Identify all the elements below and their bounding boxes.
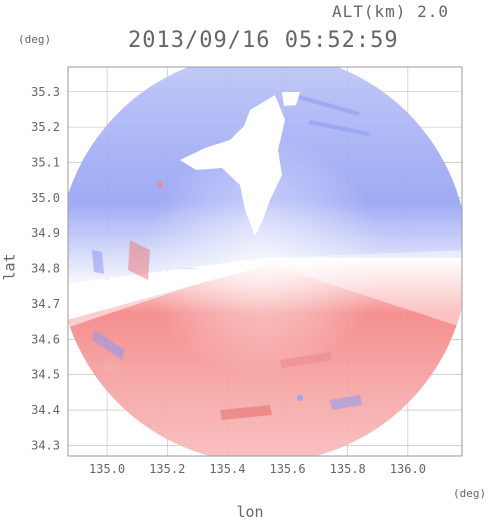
timestamp-title: 2013/09/16 05:52:59 bbox=[128, 28, 399, 53]
x-axis-ticks: 135.0 135.2 135.4 135.6 135.8 136.0 bbox=[89, 462, 426, 476]
y-tick-label: 34.5 bbox=[31, 368, 60, 382]
y-tick-label: 35.1 bbox=[31, 155, 60, 169]
y-tick-label: 35.0 bbox=[31, 191, 60, 205]
y-tick-label: 34.9 bbox=[31, 226, 60, 240]
x-tick-label: 136.0 bbox=[390, 462, 426, 476]
plot-frame bbox=[67, 66, 463, 457]
y-tick-label: 34.8 bbox=[31, 262, 60, 276]
y-axis-ticks: 35.3 35.2 35.1 35.0 34.9 34.8 34.7 34.6 34.5 34.4… bbox=[31, 85, 60, 453]
y-tick-label: 35.3 bbox=[31, 85, 60, 99]
y-axis-unit: (deg) bbox=[18, 33, 52, 46]
y-tick-label: 34.7 bbox=[31, 297, 60, 311]
no-echo-wedge bbox=[68, 260, 263, 320]
doppler-field bbox=[68, 67, 462, 456]
y-tick-label: 34.3 bbox=[31, 438, 60, 452]
x-tick-label: 135.8 bbox=[330, 462, 366, 476]
x-tick-label: 135.0 bbox=[89, 462, 125, 476]
y-tick-label: 34.4 bbox=[31, 403, 60, 417]
y-tick-label: 35.2 bbox=[31, 120, 60, 134]
no-echo-north bbox=[180, 95, 285, 236]
x-tick-label: 135.6 bbox=[269, 462, 305, 476]
x-tick-label: 135.4 bbox=[209, 462, 245, 476]
x-axis-label: lon bbox=[236, 503, 264, 521]
altitude-label: ALT(km) 2.0 bbox=[332, 2, 449, 21]
y-tick-label: 34.6 bbox=[31, 332, 60, 346]
x-axis-unit: (deg) bbox=[453, 487, 487, 500]
x-tick-label: 135.2 bbox=[149, 462, 185, 476]
